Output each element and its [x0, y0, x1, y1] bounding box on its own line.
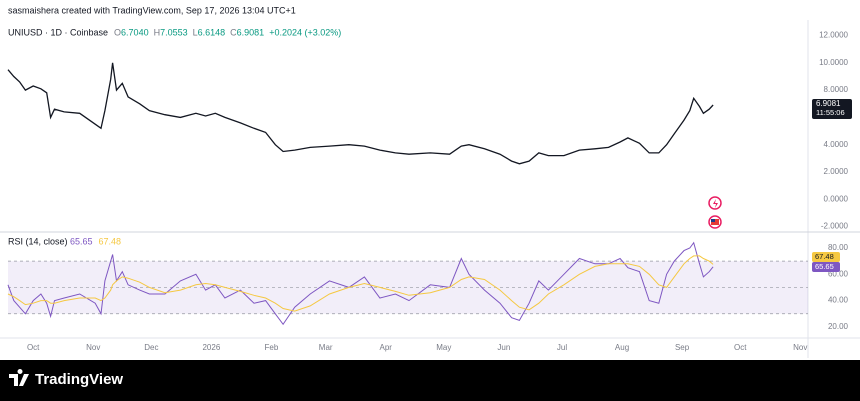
attribution: sasmaishera created with TradingView.com… — [8, 5, 296, 15]
value-tag-label: 67.48 — [815, 252, 834, 261]
footer-bar — [0, 360, 860, 401]
y-tick-label: 40.00 — [828, 296, 849, 305]
event-icon — [711, 219, 715, 222]
series-line — [7, 62, 714, 165]
x-tick-label: Jul — [557, 343, 567, 352]
series-line — [7, 241, 714, 326]
event-icon — [713, 199, 718, 208]
ohlc-value: 6.6148 — [198, 27, 226, 37]
y-tick-label: 10.0000 — [819, 58, 848, 67]
y-tick-label: 20.00 — [828, 322, 849, 331]
logo — [9, 369, 29, 386]
pane-value: 65.65 — [70, 236, 93, 246]
ohlc-name: L — [193, 27, 198, 37]
x-tick-label: Mar — [319, 343, 333, 352]
y-tick-label: 4.0000 — [824, 140, 849, 149]
pane-title: RSI (14, close) — [8, 236, 68, 246]
logo-icon — [9, 369, 29, 386]
value-tag — [812, 262, 840, 272]
y-tick-label: 12.0000 — [819, 31, 848, 40]
x-tick-label: Oct — [734, 343, 747, 352]
price-tag-value: 6.9081 — [816, 99, 841, 108]
ohlc-name: C — [230, 27, 237, 37]
background — [0, 0, 860, 360]
pane-value: 67.48 — [99, 236, 122, 246]
y-tick-label: 2.0000 — [824, 167, 849, 176]
ohlc-value: 6.7040 — [121, 27, 149, 37]
value-tag — [812, 252, 840, 262]
x-tick-label: Nov — [793, 343, 807, 352]
x-tick-label: Oct — [27, 343, 40, 352]
x-tick-label: Apr — [379, 343, 392, 352]
symbol: UNIUSD · 1D · Coinbase — [8, 27, 108, 37]
x-tick-label: Sep — [675, 343, 690, 352]
value-tag-label: 65.65 — [815, 262, 834, 271]
price-tag — [812, 99, 852, 120]
brand: TradingView — [35, 371, 123, 388]
series-line — [7, 255, 714, 312]
x-tick-label: May — [436, 343, 451, 352]
x-tick-label: 2026 — [202, 343, 220, 352]
ohlc-value: 6.9081 — [237, 27, 265, 37]
event-icons — [708, 196, 722, 229]
x-tick-label: Jun — [497, 343, 510, 352]
y-tick-label: 0.0000 — [824, 194, 849, 203]
ohlc-value: 7.0553 — [160, 27, 188, 37]
x-tick-label: Aug — [615, 343, 629, 352]
x-tick-label: Feb — [265, 343, 279, 352]
y-tick-label: 80.00 — [828, 243, 849, 252]
ohlc-name: O — [114, 27, 121, 37]
x-tick-label: Nov — [86, 343, 100, 352]
y-tick-label: -2.0000 — [821, 222, 849, 231]
change: +0.2024 (+3.02%) — [269, 27, 341, 37]
countdown: 11:55:06 — [816, 108, 845, 117]
y-tick-label: 60.00 — [828, 269, 849, 278]
ohlc-name: H — [154, 27, 161, 37]
x-tick-label: Dec — [144, 343, 158, 352]
y-tick-label: 8.0000 — [824, 85, 849, 94]
